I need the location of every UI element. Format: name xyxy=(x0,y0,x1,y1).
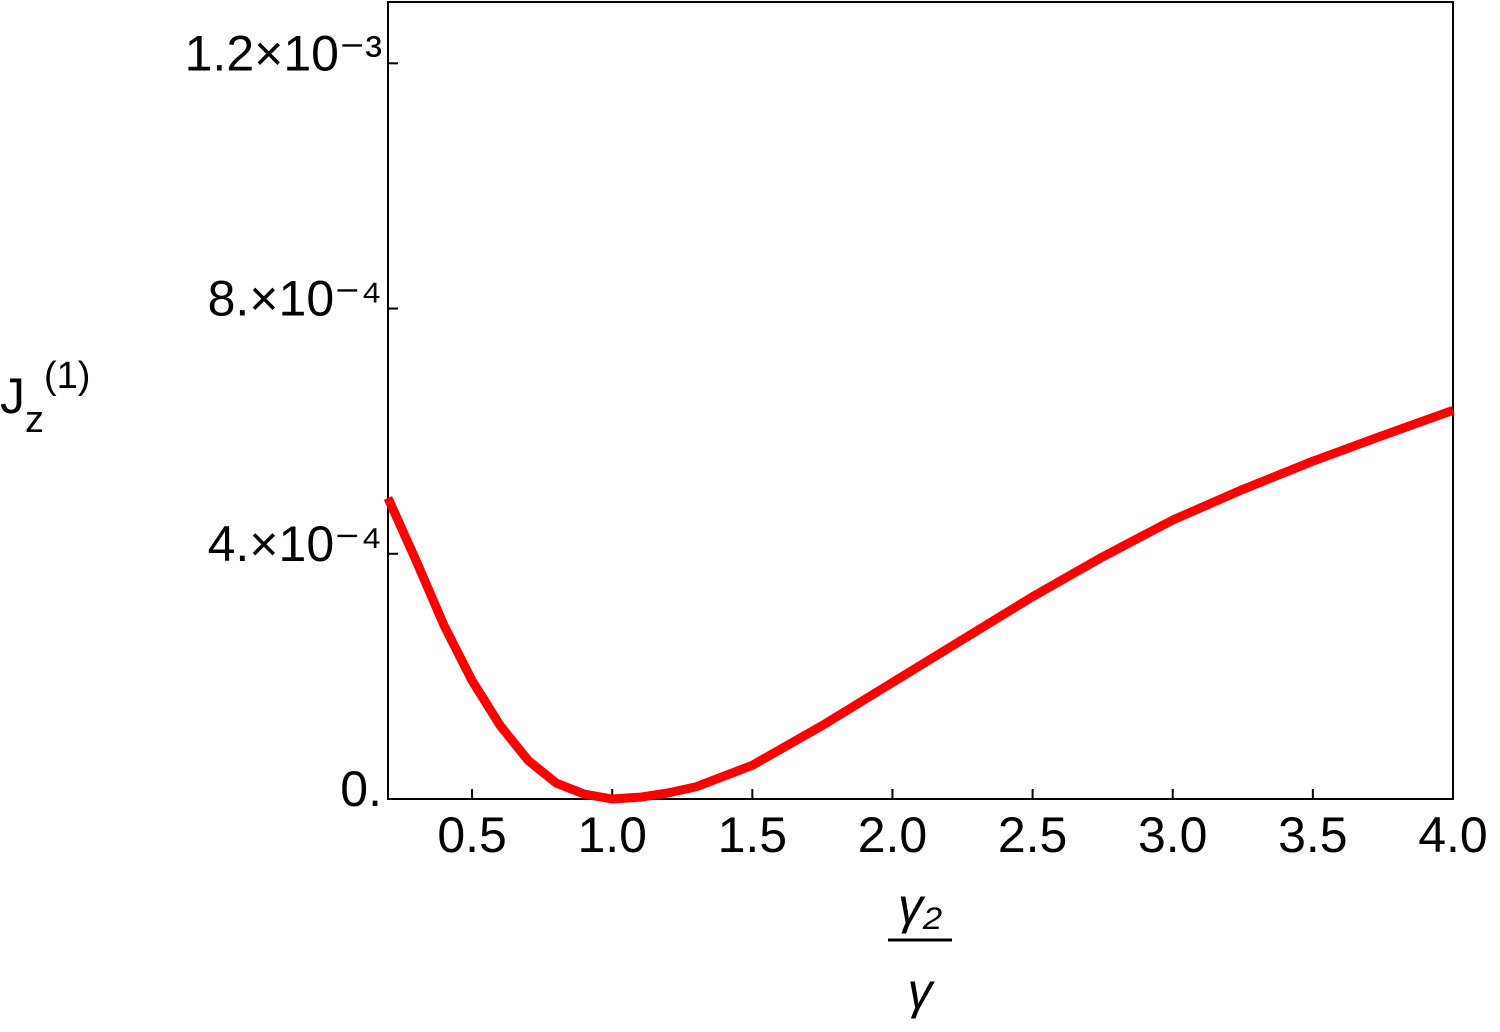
data-line xyxy=(383,406,1455,804)
x-tick-label: 1.0 xyxy=(577,807,647,863)
x-tick-label: 3.5 xyxy=(1278,807,1348,863)
y-tick-label: 1.2×10⁻³ xyxy=(185,26,382,82)
y-axis-label: Jz(1) xyxy=(0,355,90,441)
y-label-sup: (1) xyxy=(44,355,90,397)
x-tick-label: 2.0 xyxy=(858,807,928,863)
x-tick-label: 3.0 xyxy=(1138,807,1208,863)
y-tick-label: 8.×10⁻⁴ xyxy=(208,271,382,327)
y-tick-label: 0. xyxy=(340,761,382,817)
plot-frame xyxy=(387,1,1454,800)
x-tick-label: 1.5 xyxy=(718,807,788,863)
x-tick-label: 4.0 xyxy=(1418,807,1488,863)
x-tick-label: 0.5 xyxy=(437,807,507,863)
x-label-numerator: γ₂ xyxy=(898,878,942,934)
y-label-base: J xyxy=(0,368,25,424)
x-label-denominator: γ xyxy=(908,963,936,1019)
y-tick-label: 4.×10⁻⁴ xyxy=(208,516,382,572)
x-tick-label: 2.5 xyxy=(998,807,1068,863)
y-label-sub: z xyxy=(25,399,44,441)
